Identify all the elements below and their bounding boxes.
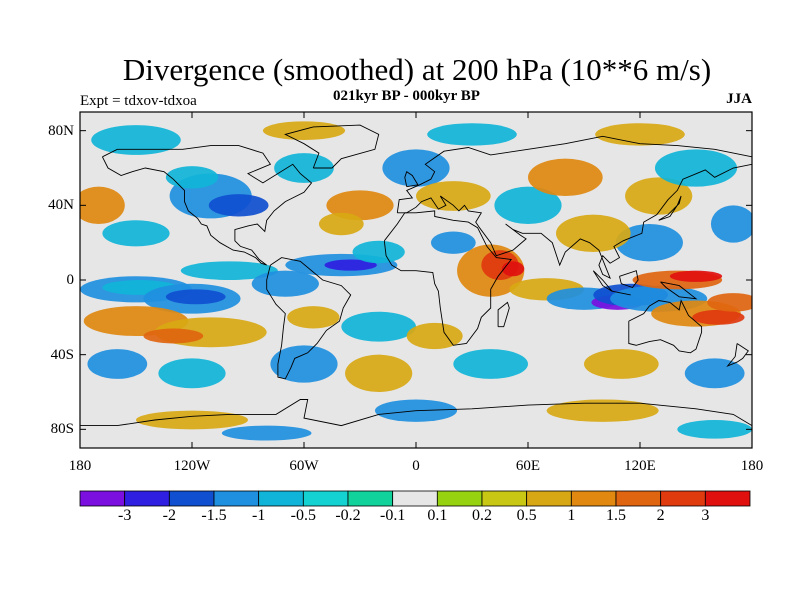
- colorbar-swatch: [392, 490, 438, 507]
- colorbar-swatch: [168, 490, 215, 507]
- chart-title: Divergence (smoothed) at 200 hPa (10**6 …: [122, 52, 712, 87]
- colorbar-swatch: [302, 490, 349, 507]
- colorbar-label: -1: [251, 507, 266, 524]
- colorbar-swatch: [526, 490, 572, 507]
- colorbar-swatch: [213, 490, 260, 507]
- coastline-path: [619, 270, 639, 289]
- experiment-label: Expt = tdxov-tdxoa: [80, 93, 197, 109]
- colorbar-label: 1: [567, 507, 576, 524]
- coastline-path: [611, 290, 631, 296]
- colorbar-swatch: [258, 490, 304, 507]
- lat-tick-label: 80N: [48, 122, 74, 139]
- coastline-path: [80, 399, 752, 427]
- coastline-path: [658, 195, 682, 221]
- colorbar-label: 0.1: [427, 507, 448, 524]
- colorbar-swatch: [436, 490, 483, 507]
- coastline-path: [660, 281, 698, 300]
- lon-tick-label: 60E: [515, 458, 541, 474]
- colorbar-label: -2: [162, 507, 176, 524]
- colorbar-label: 0.5: [516, 507, 537, 524]
- colorbar-label: -0.2: [335, 507, 361, 524]
- colorbar-swatch: [660, 490, 706, 507]
- coastline-path: [266, 257, 352, 380]
- colorbar-swatch: [124, 490, 170, 507]
- divergence-field: [80, 121, 752, 441]
- coastline-path: [383, 210, 513, 346]
- coastline-path: [101, 145, 313, 266]
- lat-tick-label: 40S: [50, 346, 74, 363]
- colorbar-label: 0.2: [472, 507, 492, 524]
- lon-tick-label: 180: [740, 458, 764, 474]
- colorbar-swatch: [481, 490, 528, 507]
- colorbar-label: -3: [117, 507, 132, 524]
- lon-tick-label: 180: [68, 458, 92, 474]
- coastline-path: [726, 343, 749, 367]
- colorbar-label: 1.5: [606, 507, 626, 524]
- lon-tick-label: 0: [412, 458, 420, 474]
- colorbar-swatch: [79, 490, 126, 507]
- coastline-path: [497, 301, 510, 328]
- colorbar-swatch: [615, 490, 662, 507]
- colorbar-swatch: [347, 490, 394, 507]
- coastline-path: [628, 299, 703, 354]
- coastline-path: [404, 170, 419, 188]
- coastline-path: [396, 135, 752, 280]
- colorbar-swatch: [570, 490, 617, 507]
- lon-tick-label: 120E: [624, 458, 656, 474]
- colorbar: [79, 490, 751, 507]
- colorbar-swatch: [704, 490, 751, 507]
- colorbar-label: -1.5: [201, 507, 227, 524]
- axis-ticks: [79, 112, 753, 448]
- period-label: 021kyr BP - 000kyr BP: [333, 88, 480, 104]
- colorbar-label: 3: [701, 507, 710, 524]
- lat-tick-label: 0: [66, 272, 75, 288]
- coastlines: [80, 124, 752, 427]
- colorbar-label: 2: [656, 507, 665, 524]
- lat-tick-label: 80S: [50, 421, 74, 438]
- coastline-path: [284, 124, 380, 169]
- lat-tick-label: 40N: [48, 197, 74, 214]
- colorbar-label: -0.5: [290, 507, 316, 524]
- season-label: JJA: [726, 91, 752, 107]
- lon-tick-label: 120W: [173, 458, 211, 474]
- lon-tick-label: 60W: [289, 458, 319, 474]
- colorbar-label: -0.1: [379, 507, 406, 524]
